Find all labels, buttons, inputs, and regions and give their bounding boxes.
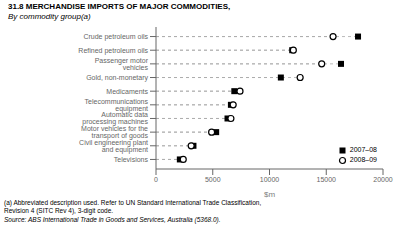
- svg-text:Passenger motorvehicles: Passenger motorvehicles: [95, 57, 149, 71]
- svg-text:$m: $m: [264, 190, 275, 199]
- svg-text:Gold, non-monetary: Gold, non-monetary: [86, 74, 148, 82]
- svg-text:10000: 10000: [260, 176, 280, 183]
- svg-text:20000: 20000: [373, 176, 389, 183]
- html-text:2007–08: 2007–08: [349, 146, 377, 153]
- svg-text:Refined petroleum oils: Refined petroleum oils: [78, 47, 148, 55]
- html-text:2008–09: 2008–09: [349, 156, 377, 163]
- html-text:Source: ABS International Trad: Source: ABS International Trade in Goods…: [4, 215, 221, 223]
- html-text:Revision 4 (SITC Rev 4), 3-dig: Revision 4 (SITC Rev 4), 3-digit code.: [4, 207, 114, 215]
- html-text:31.8 MERCHANDISE IMPORTS OF MA: 31.8 MERCHANDISE IMPORTS OF MAJOR COMMOD…: [8, 2, 231, 11]
- svg-text:Automatic dataprocessing machi: Automatic dataprocessing machines: [82, 111, 148, 126]
- svg-text:Telecommunicationsequipment: Telecommunicationsequipment: [85, 98, 149, 113]
- html-text:(a) Abbreviated description us: (a) Abbreviated description used. Refer …: [4, 199, 262, 206]
- svg-text:Crude petroleum oils: Crude petroleum oils: [83, 33, 148, 41]
- html-text:By commodity group(a): By commodity group(a): [8, 12, 91, 21]
- svg-text:0: 0: [154, 176, 158, 183]
- svg-text:Civil engineering plantand equ: Civil engineering plantand equipment: [79, 139, 148, 154]
- svg-text:15000: 15000: [317, 176, 337, 183]
- svg-text:Motor vehicles for thetranspor: Motor vehicles for thetransport of goods: [81, 125, 148, 140]
- svg-text:5000: 5000: [205, 176, 221, 183]
- svg-text:Medicaments: Medicaments: [106, 88, 148, 95]
- svg-text:Televisions: Televisions: [114, 156, 149, 163]
